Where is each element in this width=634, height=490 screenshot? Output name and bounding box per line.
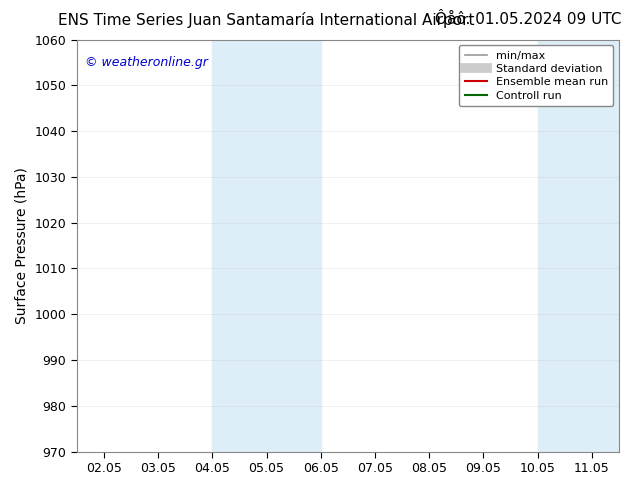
Y-axis label: Surface Pressure (hPa): Surface Pressure (hPa) <box>15 167 29 324</box>
Text: © weatheronline.gr: © weatheronline.gr <box>85 56 208 69</box>
Text: ENS Time Series Juan Santamaría International Airport: ENS Time Series Juan Santamaría Internat… <box>58 12 474 28</box>
Text: Ôåô. 01.05.2024 09 UTC: Ôåô. 01.05.2024 09 UTC <box>435 12 621 27</box>
Bar <box>212 40 321 452</box>
Legend: min/max, Standard deviation, Ensemble mean run, Controll run: min/max, Standard deviation, Ensemble me… <box>459 45 614 106</box>
Bar <box>538 40 619 452</box>
